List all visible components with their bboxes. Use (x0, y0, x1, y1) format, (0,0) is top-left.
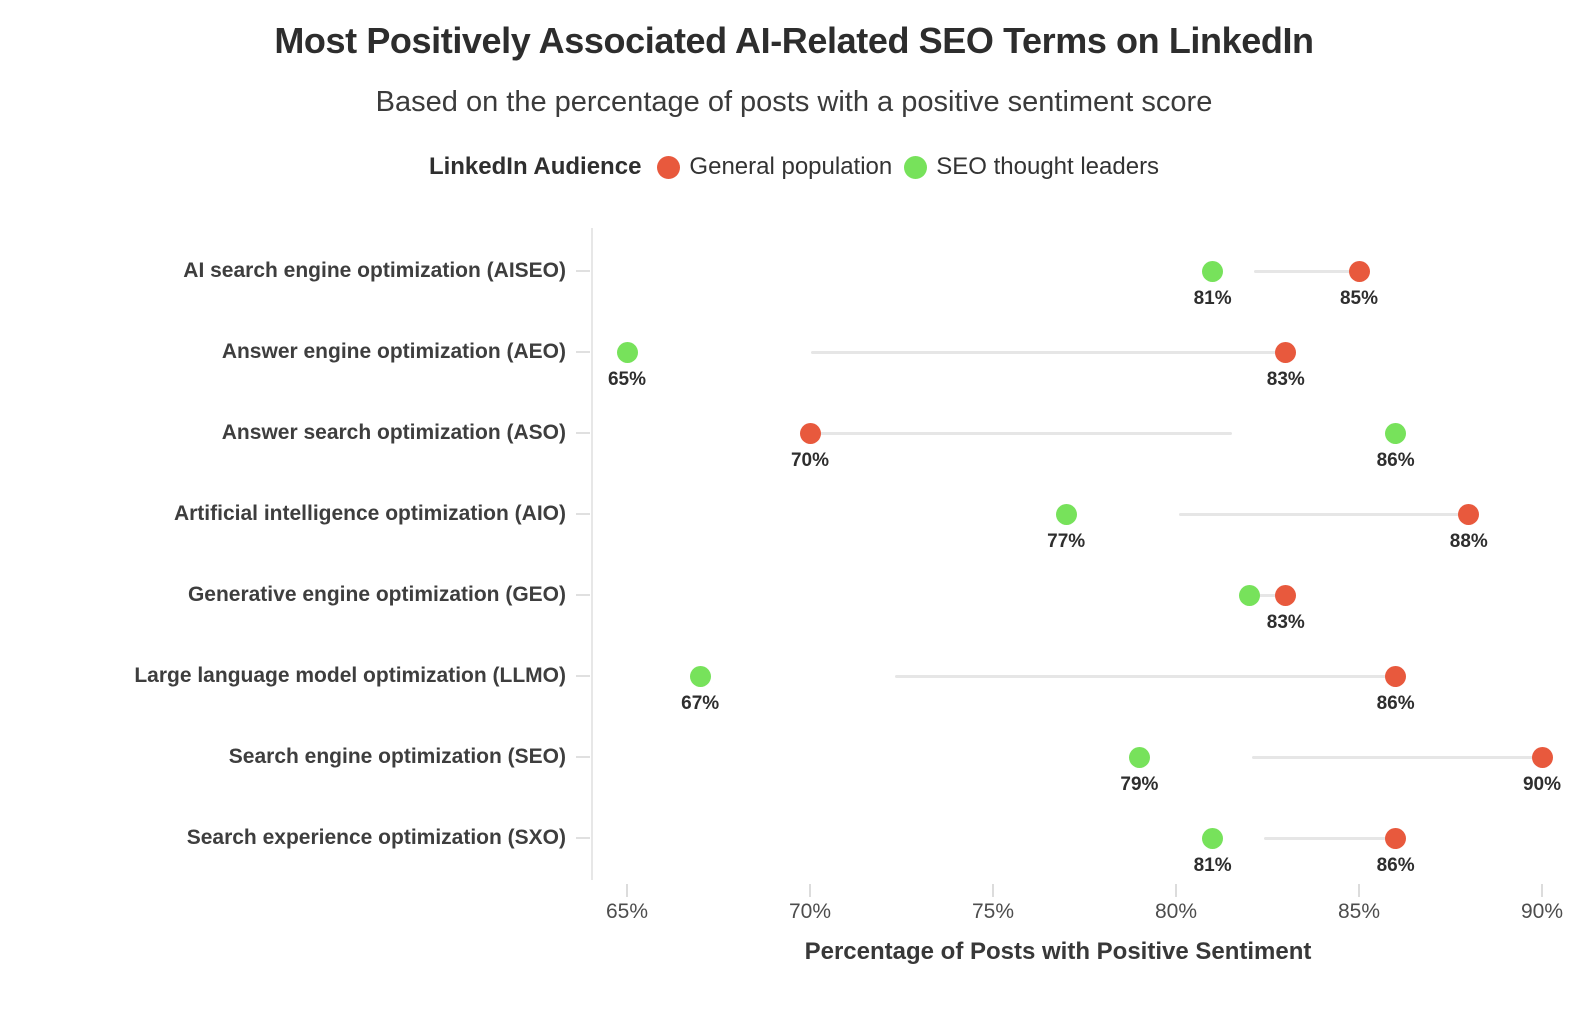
category-label: AI search engine optimization (AISEO) (183, 259, 566, 282)
x-axis-title: Percentage of Posts with Positive Sentim… (804, 938, 1312, 965)
legend-entry-general: General population (657, 153, 892, 181)
legend-entry-leaders: SEO thought leaders (904, 153, 1159, 181)
category-label: Answer search optimization (ASO) (221, 421, 566, 444)
dot-general-population (1531, 746, 1553, 768)
y-axis-tick (576, 675, 590, 677)
x-axis-tick (1358, 884, 1360, 897)
legend-title: LinkedIn Audience (428, 153, 642, 180)
category-label: Answer engine optimization (AEO) (221, 340, 566, 363)
connector-line (811, 350, 1286, 354)
y-axis-line (591, 228, 593, 880)
dot-seo-thought-leaders (1238, 584, 1260, 606)
dot-seo-thought-leaders (689, 665, 711, 687)
chart-subtitle: Based on the percentage of posts with a … (375, 86, 1213, 118)
dot-general-population (1385, 827, 1407, 849)
x-axis-tick-label: 70% (788, 900, 832, 923)
value-label-general: 86% (1376, 855, 1415, 876)
dot-seo-thought-leaders (1128, 746, 1150, 768)
x-axis-tick (1175, 884, 1177, 897)
value-label-leaders: 81% (1193, 855, 1232, 876)
dot-seo-thought-leaders (1385, 422, 1407, 444)
value-label-leaders: 81% (1193, 288, 1232, 309)
dot-seo-thought-leaders (1202, 827, 1224, 849)
category-label: Search experience optimization (SXO) (186, 826, 566, 849)
legend-entry-leaders-label: SEO thought leaders (936, 153, 1160, 180)
connector-line (1259, 593, 1286, 597)
seo-thought-leaders-dot-icon (904, 155, 928, 179)
value-label-general: 86% (1376, 693, 1415, 714)
category-label: Artificial intelligence optimization (AI… (173, 502, 566, 525)
y-axis-tick (576, 513, 590, 515)
connector-line (1252, 755, 1542, 759)
value-label-general: 90% (1522, 774, 1562, 795)
x-axis-tick (1541, 884, 1543, 897)
general-population-dot-icon (657, 155, 681, 179)
connector-line (1263, 836, 1396, 840)
dot-seo-thought-leaders (1055, 503, 1077, 525)
legend-entry-general-label: General population (689, 153, 893, 180)
y-axis-tick (576, 432, 590, 434)
y-axis-tick (576, 756, 590, 758)
y-axis-tick (576, 270, 590, 272)
value-label-leaders: 67% (681, 693, 720, 714)
value-label-leaders: 86% (1376, 450, 1415, 471)
chart-title: Most Positively Associated AI-Related SE… (274, 20, 1314, 61)
value-label-leaders: 79% (1120, 774, 1159, 795)
dot-general-population (799, 422, 821, 444)
dot-general-population (1385, 665, 1407, 687)
dot-seo-thought-leaders (616, 341, 638, 363)
x-axis-tick-label: 65% (605, 900, 649, 923)
x-axis-tick-label: 75% (971, 900, 1015, 923)
dot-general-population (1458, 503, 1480, 525)
value-label-general: 70% (790, 450, 830, 471)
y-axis-tick (576, 351, 590, 353)
value-label-general: 83% (1266, 612, 1305, 633)
dot-general-population (1348, 260, 1370, 282)
value-label-general: 85% (1339, 288, 1379, 309)
category-label: Search engine optimization (SEO) (228, 745, 566, 768)
value-label-leaders: 65% (607, 369, 647, 390)
category-label: Large language model optimization (LLMO) (134, 664, 566, 687)
dot-seo-thought-leaders (1202, 260, 1224, 282)
value-label-leaders: 77% (1047, 531, 1086, 552)
x-axis-tick-label: 90% (1520, 900, 1564, 923)
dot-general-population (1275, 584, 1297, 606)
x-axis-tick-label: 85% (1337, 900, 1381, 923)
y-axis-tick (576, 837, 590, 839)
x-axis-tick-label: 80% (1154, 900, 1198, 923)
dot-general-population (1275, 341, 1297, 363)
y-axis-tick (576, 594, 590, 596)
connector-line (810, 431, 1232, 435)
connector-line (1178, 512, 1469, 516)
x-axis-tick (626, 884, 628, 897)
x-axis-tick (992, 884, 994, 897)
category-label: Generative engine optimization (GEO) (187, 583, 566, 606)
connector-line (1253, 269, 1359, 273)
value-label-general: 88% (1449, 531, 1488, 552)
connector-line (894, 674, 1396, 678)
legend: LinkedIn Audience General population SEO… (0, 153, 1588, 181)
value-label-general: 83% (1266, 369, 1305, 390)
x-axis-tick (809, 884, 811, 897)
